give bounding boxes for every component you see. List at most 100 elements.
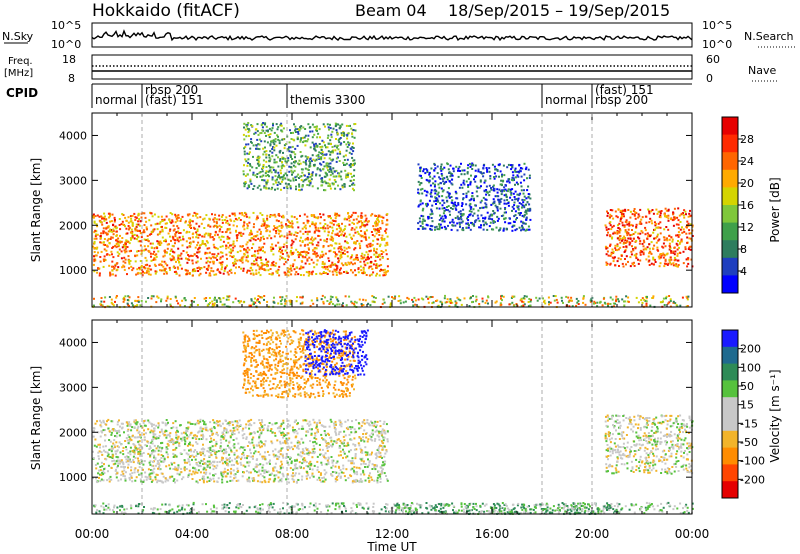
echo-cell	[684, 246, 687, 249]
echo-cell	[370, 265, 373, 268]
echo-cell	[121, 220, 124, 223]
echo-cell	[181, 235, 184, 238]
echo-cell	[308, 428, 311, 431]
echo-cell	[568, 305, 571, 308]
echo-cell	[160, 450, 163, 453]
echo-cell	[325, 240, 328, 243]
echo-cell	[302, 136, 304, 139]
echo-cell	[352, 159, 355, 162]
echo-cell	[343, 141, 346, 143]
echo-cell	[524, 168, 527, 171]
echo-cell	[111, 213, 114, 216]
echo-cell	[354, 269, 356, 272]
echo-cell	[524, 209, 527, 212]
echo-cell	[425, 178, 428, 181]
echo-cell	[286, 267, 289, 269]
echo-cell	[267, 130, 269, 133]
echo-cell	[365, 238, 368, 241]
echo-cell	[329, 265, 332, 268]
echo-cell	[648, 250, 651, 253]
echo-cell	[445, 196, 448, 199]
echo-cell	[244, 181, 247, 183]
echo-cell	[220, 449, 222, 452]
echo-cell	[373, 253, 376, 256]
echo-cell	[265, 153, 268, 156]
echo-cell	[248, 151, 251, 154]
echo-cell	[116, 456, 119, 459]
echo-cell	[199, 244, 202, 247]
echo-cell	[152, 295, 155, 298]
echo-cell	[343, 228, 346, 230]
echo-cell	[427, 215, 430, 218]
echo-cell	[266, 229, 269, 232]
echo-cell	[667, 219, 670, 222]
echo-cell	[372, 296, 375, 299]
echo-cell	[319, 272, 322, 275]
echo-cell	[249, 304, 252, 307]
echo-cell	[269, 230, 271, 233]
echo-cell	[265, 160, 268, 163]
echo-cell	[309, 182, 312, 185]
echo-cell	[257, 298, 259, 301]
echo-cell	[183, 297, 186, 299]
echo-cell	[306, 215, 309, 218]
echo-cell	[542, 297, 544, 300]
echo-cell	[610, 253, 613, 255]
echo-cell	[165, 299, 168, 302]
echo-cell	[589, 299, 592, 302]
echo-cell	[617, 227, 620, 229]
echo-cell	[616, 243, 619, 246]
echo-cell	[266, 179, 269, 182]
echo-cell	[244, 158, 247, 161]
echo-cell	[381, 234, 384, 237]
echo-cell	[276, 178, 278, 181]
echo-cell	[616, 237, 619, 240]
echo-cell	[173, 266, 176, 269]
echo-cell	[164, 240, 167, 243]
echo-cell	[348, 143, 350, 146]
echo-cell	[584, 303, 587, 306]
echo-cell	[305, 430, 308, 433]
echo-cell	[615, 295, 618, 298]
echo-cell	[154, 433, 157, 436]
echo-cell	[265, 174, 268, 177]
echo-cell	[104, 231, 107, 234]
echo-cell	[514, 210, 517, 213]
echo-cell	[351, 164, 354, 167]
echo-cell	[297, 131, 299, 133]
echo-cell	[313, 126, 316, 129]
echo-cell	[317, 241, 320, 244]
echo-cell	[187, 474, 190, 477]
echo-cell	[92, 214, 95, 217]
echo-cell	[99, 303, 102, 306]
echo-cell	[102, 230, 105, 233]
echo-cell	[256, 130, 259, 133]
echo-cell	[263, 185, 266, 188]
echo-cell	[252, 188, 255, 190]
y-tick-label: 4000	[59, 129, 87, 142]
echo-cell	[210, 267, 213, 270]
echo-cell	[521, 206, 523, 209]
echo-cell	[609, 262, 612, 265]
echo-cell	[446, 175, 449, 178]
echo-cell	[207, 266, 210, 269]
echo-cell	[351, 254, 354, 257]
echo-cell	[521, 204, 524, 207]
echo-cell	[274, 434, 277, 437]
echo-cell	[303, 250, 306, 253]
echo-cell	[164, 262, 167, 265]
echo-cell	[131, 224, 134, 227]
echo-cell	[294, 147, 297, 150]
echo-cell	[110, 220, 113, 223]
echo-cell	[378, 432, 381, 435]
echo-cell	[673, 256, 676, 259]
echo-cell	[343, 164, 345, 166]
echo-cell	[294, 129, 296, 132]
echo-cell	[320, 273, 323, 276]
echo-cell	[271, 139, 274, 142]
echo-cell	[321, 261, 324, 263]
echo-cell	[191, 444, 194, 447]
echo-cell	[138, 268, 141, 271]
echo-cell	[375, 220, 378, 223]
echo-cell	[313, 231, 316, 234]
